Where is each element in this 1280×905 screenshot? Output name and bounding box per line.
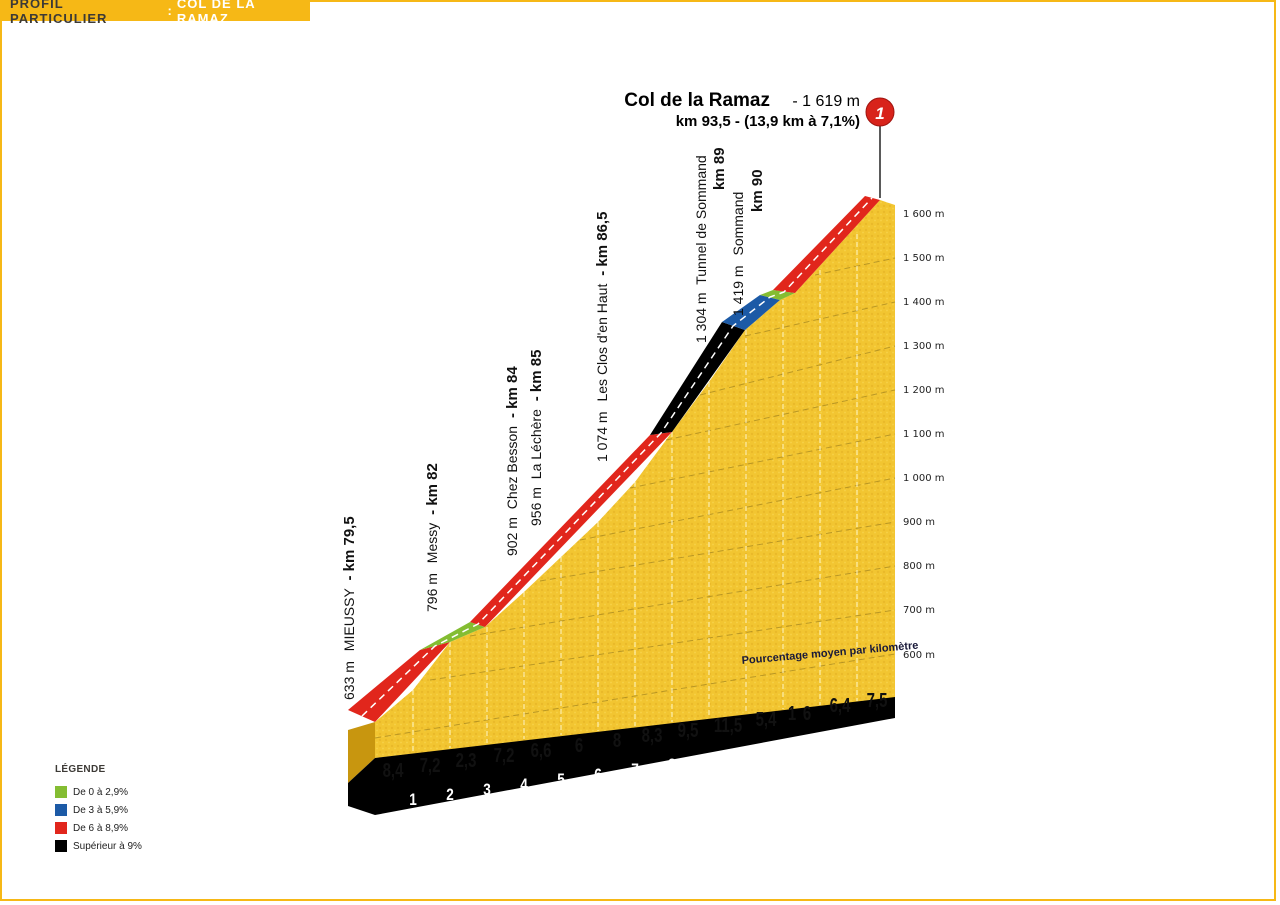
svg-text:11,5: 11,5 (714, 714, 742, 737)
waypoint-messy: 796 m Messy - km 82 (424, 463, 441, 612)
road-segment-black (650, 322, 745, 435)
road-ribbon (348, 196, 880, 722)
legend-label: De 3 à 5,9% (73, 804, 129, 816)
legend-label: De 0 à 2,9% (73, 786, 129, 798)
svg-text:7,2: 7,2 (494, 744, 515, 767)
svg-text:8: 8 (668, 756, 676, 775)
svg-text:4: 4 (520, 776, 528, 795)
km-axis: 1 2 3 4 5 6 7 8 9 10 11 12 13 (409, 731, 868, 810)
svg-text:10: 10 (742, 746, 757, 765)
per-km-gradients: 8,4 7,2 2,3 7,2 6,6 6 8 8,3 9,5 11,5 5,4… (383, 689, 888, 782)
svg-text:6: 6 (803, 702, 811, 725)
waypoint-mieussy: 633 m MIEUSSY - km 79,5 (341, 516, 358, 700)
svg-text:600 m: 600 m (903, 650, 935, 661)
legend-swatch-green (55, 786, 67, 798)
svg-text:700 m: 700 m (903, 605, 935, 616)
legend-swatch-blue (55, 804, 67, 816)
summit-name: Col de la Ramaz (624, 90, 770, 111)
altitude-axis: 1 600 m 1 500 m 1 400 m 1 300 m 1 200 m … (903, 209, 945, 661)
header-climb-name: COL DE LA RAMAZ (176, 0, 256, 26)
svg-text:1 000 m: 1 000 m (903, 473, 945, 484)
summit-detail: km 93,5 - (13,9 km à 7,1%) (676, 113, 860, 130)
road-segment-green (760, 290, 795, 300)
svg-text:1 600 m: 1 600 m (903, 209, 945, 220)
svg-text:1 100 m: 1 100 m (903, 429, 945, 440)
svg-text:1 200 m: 1 200 m (903, 385, 945, 396)
road-segment-red (348, 642, 450, 722)
svg-text:1: 1 (788, 702, 796, 725)
svg-text:6: 6 (575, 734, 583, 757)
svg-text:7,2: 7,2 (420, 754, 441, 777)
svg-text:800 m: 800 m (903, 561, 935, 572)
svg-text:9: 9 (705, 751, 713, 770)
road-segment-red (470, 432, 672, 627)
waypoint-chez-besson: 902 m Chez Besson - km 84 (504, 366, 521, 556)
terrain-area (375, 200, 895, 758)
svg-text:5,4: 5,4 (756, 708, 777, 731)
svg-text:13: 13 (853, 731, 868, 750)
svg-text:1 300 m: 1 300 m (903, 341, 945, 352)
svg-text:12: 12 (816, 736, 831, 755)
legend-item-black: Supérieur à 9% (55, 837, 142, 855)
base-band (348, 697, 895, 815)
svg-text:8,4: 8,4 (383, 759, 404, 782)
svg-text:2: 2 (446, 786, 454, 805)
summit-badge-number: 1 (875, 104, 884, 123)
svg-text:1 400 m: 1 400 m (903, 297, 945, 308)
road-segment-red (773, 196, 880, 293)
header-title-bar: PROFIL PARTICULIER : COL DE LA RAMAZ (0, 0, 310, 26)
svg-text:6,4: 6,4 (830, 694, 851, 717)
svg-text:8: 8 (613, 729, 621, 752)
legend-item-green: De 0 à 2,9% (55, 783, 142, 801)
summit-altitude: - 1 619 m (792, 93, 860, 110)
waypoint-sommand-km: km 90 (749, 169, 766, 212)
legend: LÉGENDE De 0 à 2,9% De 3 à 5,9% De 6 à 8… (55, 764, 142, 855)
legend-label: De 6 à 8,9% (73, 822, 129, 834)
legend-item-blue: De 3 à 5,9% (55, 801, 142, 819)
header-lead: PROFIL PARTICULIER (10, 0, 108, 26)
waypoint-les-clos-den-haut: 1 074 m Les Clos d'en Haut - km 86,5 (594, 212, 611, 462)
terrain-side-face (348, 722, 375, 783)
header-separator: : (167, 3, 173, 18)
legend-item-red: De 6 à 8,9% (55, 819, 142, 837)
legend-title: LÉGENDE (55, 764, 106, 775)
waypoint-tunnel-km: km 89 (711, 147, 728, 190)
svg-text:9,5: 9,5 (678, 719, 699, 742)
waypoint-sommand: 1 419 m Sommand (730, 192, 746, 316)
waypoint-tunnel-de-sommand: 1 304 m Tunnel de Sommand (693, 155, 709, 343)
svg-text:3: 3 (483, 781, 491, 800)
svg-text:900 m: 900 m (903, 517, 935, 528)
summit-badge (865, 97, 895, 127)
legend-swatch-black (55, 840, 67, 852)
svg-text:2,3: 2,3 (456, 749, 477, 772)
svg-text:1: 1 (409, 791, 417, 810)
svg-text:1 500 m: 1 500 m (903, 253, 945, 264)
svg-text:7: 7 (631, 761, 639, 780)
svg-text:6: 6 (594, 766, 602, 785)
svg-text:11: 11 (780, 741, 795, 760)
legend-label: Supérieur à 9% (73, 840, 142, 852)
altitude-gridlines (374, 257, 896, 739)
km-gridlines (412, 234, 858, 752)
svg-text:7,5: 7,5 (867, 689, 888, 712)
svg-text:5: 5 (557, 771, 565, 790)
road-center-dashes (361, 197, 873, 717)
legend-swatch-red (55, 822, 67, 834)
svg-text:6,6: 6,6 (531, 739, 552, 762)
waypoint-la-lechere: 956 m La Léchère - km 85 (528, 350, 545, 526)
svg-text:8,3: 8,3 (642, 724, 663, 747)
